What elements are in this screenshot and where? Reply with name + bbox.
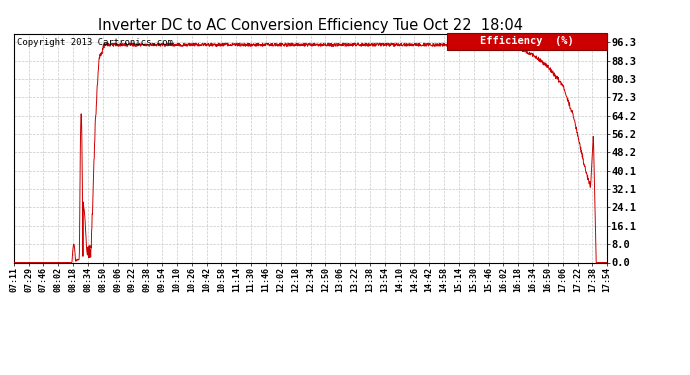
FancyBboxPatch shape	[447, 33, 607, 50]
Title: Inverter DC to AC Conversion Efficiency Tue Oct 22  18:04: Inverter DC to AC Conversion Efficiency …	[98, 18, 523, 33]
Text: Efficiency  (%): Efficiency (%)	[480, 36, 574, 46]
Text: Copyright 2013 Cartronics.com: Copyright 2013 Cartronics.com	[17, 38, 172, 47]
